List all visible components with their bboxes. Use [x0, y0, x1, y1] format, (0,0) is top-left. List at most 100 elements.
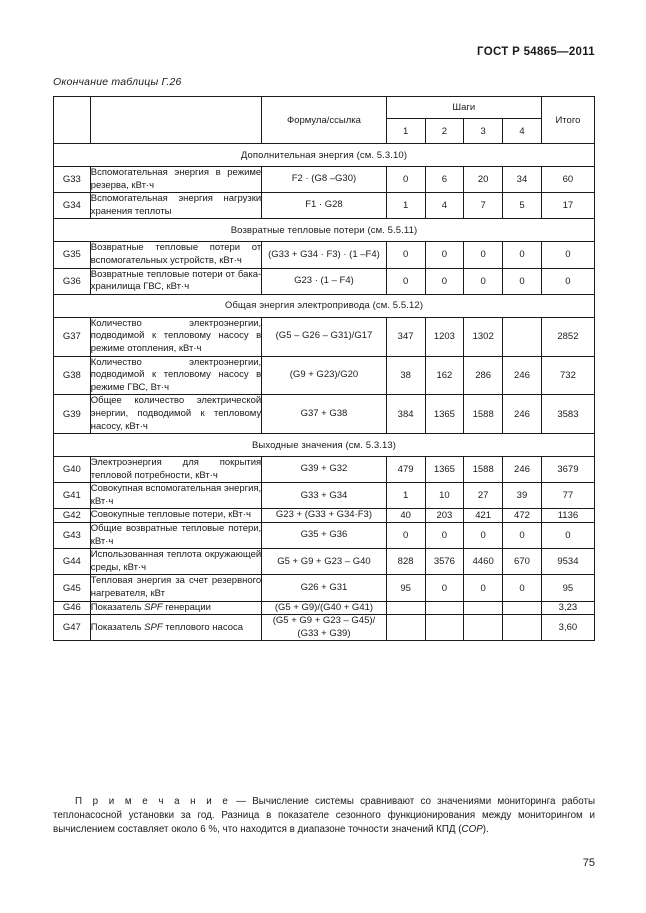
row-step-2-value: 0: [424, 522, 465, 550]
table-row: G47 Показатель SPF теплового насоса (G5 + …: [53, 614, 596, 642]
row-total-value: 60: [540, 165, 596, 194]
row-step-3-value: 20: [463, 165, 504, 194]
table-head: Формула/ссылка Шаги Итого 1 2 3 4: [53, 95, 596, 144]
row-id: G37: [53, 316, 91, 357]
table-row: G42 Совокупные тепловые потери, кВт·ч G23 …: [53, 508, 596, 524]
row-step-2-value: 6: [424, 165, 465, 194]
table-caption: Окончание таблицы Г.26: [53, 76, 182, 88]
row-description: Совокупная вспомогательная энергия, кВт·…: [89, 482, 263, 510]
row-step-4-value: [502, 600, 542, 616]
row-description: Тепловая энергия за счет резервного нагр…: [89, 574, 263, 602]
row-step-4-value: 246: [502, 456, 542, 484]
table-header-row-2: 1 2 3 4: [54, 118, 595, 144]
row-step-1-value: [385, 600, 426, 616]
description-text: Показатель: [90, 601, 145, 613]
row-step-4-value: 5: [502, 192, 542, 220]
row-step-4-value: 0: [502, 574, 542, 602]
row-step-2-value: 0: [424, 241, 465, 269]
row-formula: G23 · (1 – F4): [261, 267, 387, 295]
row-id: G36: [53, 267, 91, 295]
table-row: G41 Совокупная вспомогательная энергия, к…: [53, 482, 596, 510]
table-row: G38 Количество электроэнергии, подводимой…: [53, 355, 596, 396]
row-formula: (G5 + G9 + G23 – G45)/(G33 + G39): [261, 614, 387, 642]
row-id: G34: [53, 192, 91, 220]
row-step-3-value: 0: [463, 241, 504, 269]
table-section-row: Общая энергия электропривода (см. 5.5.12…: [53, 293, 595, 318]
note-dash: —: [229, 796, 253, 807]
row-step-1-value: [385, 614, 426, 642]
row-formula: G33 + G34: [261, 482, 387, 510]
header-formula: Формула/ссылка: [261, 96, 387, 144]
row-total-value: 3,60: [540, 614, 596, 642]
header-steps-group: Шаги: [385, 95, 542, 120]
row-formula: (G5 + G9)/(G40 + G41): [261, 600, 387, 616]
row-step-1-value: 0: [385, 522, 426, 550]
description-italic-term: SPF: [144, 621, 163, 633]
row-step-3-value: 286: [463, 355, 504, 396]
row-step-3-value: [463, 614, 504, 642]
row-step-4-value: [502, 614, 542, 642]
row-total-value: 3583: [540, 394, 596, 435]
note-lead: П р и м е ч а н и е: [75, 796, 230, 807]
row-description: Совокупные тепловые потери, кВт·ч: [89, 508, 263, 524]
row-step-2-value: 0: [424, 574, 465, 602]
row-step-1-value: 1: [385, 192, 426, 220]
row-id: G38: [53, 355, 91, 396]
row-formula: G35 + G36: [261, 522, 387, 550]
table-row: G40 Электроэнергия для покрытия тепловой …: [53, 456, 596, 484]
row-total-value: 0: [540, 241, 596, 269]
row-step-1-value: 0: [385, 165, 426, 194]
row-formula: (G33 + G34 · F3) · (1 –F4): [261, 241, 387, 269]
row-step-4-value: 39: [502, 482, 542, 510]
row-description: Общие возвратные тепловые потери, кВт·ч: [89, 522, 263, 550]
row-total-value: 3679: [540, 456, 596, 484]
row-step-2-value: [424, 614, 465, 642]
header-total: Итого: [540, 96, 596, 144]
row-step-2-value: 203: [424, 508, 465, 524]
row-step-1-value: 1: [385, 482, 426, 510]
page-number: 75: [582, 857, 595, 869]
row-id: G43: [53, 522, 91, 550]
description-text: теплового насоса: [162, 621, 244, 633]
row-description: Электроэнергия для покрытия тепловой пот…: [89, 456, 263, 484]
row-total-value: 3,23: [540, 600, 596, 616]
section-label: Дополнительная энергия (см. 5.3.10): [53, 143, 595, 167]
row-id: G44: [53, 548, 91, 576]
row-id: G39: [53, 394, 91, 435]
table-row: G44 Использованная теплота окружающей сре…: [53, 548, 596, 576]
row-step-2-value: 1203: [424, 316, 465, 357]
row-step-2-value: 10: [424, 482, 465, 510]
header-id: [53, 96, 91, 144]
row-step-4-value: 0: [502, 241, 542, 269]
table-row: G35 Возвратные тепловые потери от вспомог…: [53, 241, 596, 269]
row-description: Количество электроэнергии, подводимой к …: [89, 316, 263, 357]
row-step-2-value: 1365: [424, 394, 465, 435]
section-label: Общая энергия электропривода (см. 5.5.12…: [53, 293, 595, 318]
header-step-4: 4: [502, 118, 542, 144]
table-container: Формула/ссылка Шаги Итого 1 2 3 4 Дополн…: [53, 95, 596, 642]
row-step-3-value: 4460: [463, 548, 504, 576]
table-row: G45 Тепловая энергия за счет резервного н…: [53, 574, 596, 602]
row-step-3-value: 0: [463, 574, 504, 602]
document-standard-header: ГОСТ Р 54865—2011: [477, 46, 595, 58]
row-step-4-value: 246: [502, 394, 542, 435]
row-step-1-value: 95: [385, 574, 426, 602]
header-step-1: 1: [385, 118, 426, 144]
row-step-3-value: 421: [463, 508, 504, 524]
row-step-4-value: 34: [502, 165, 542, 194]
table-row: G33 Вспомогательная энергия в режиме резе…: [53, 165, 596, 194]
row-step-4-value: 670: [502, 548, 542, 576]
row-step-1-value: 0: [385, 267, 426, 295]
table-body: Дополнительная энергия (см. 5.3.10) G33 Вс…: [53, 143, 596, 642]
row-step-2-value: 4: [424, 192, 465, 220]
row-step-3-value: 1588: [463, 456, 504, 484]
table-row: G46 Показатель SPF генерации (G5 + G9)/(G4…: [53, 600, 596, 616]
row-total-value: 0: [540, 522, 596, 550]
description-text: генерации: [162, 601, 211, 613]
row-step-3-value: [463, 600, 504, 616]
row-step-2-value: 0: [424, 267, 465, 295]
row-step-4-value: 246: [502, 355, 542, 396]
description-italic-term: SPF: [144, 601, 163, 613]
row-id: G42: [53, 508, 91, 524]
